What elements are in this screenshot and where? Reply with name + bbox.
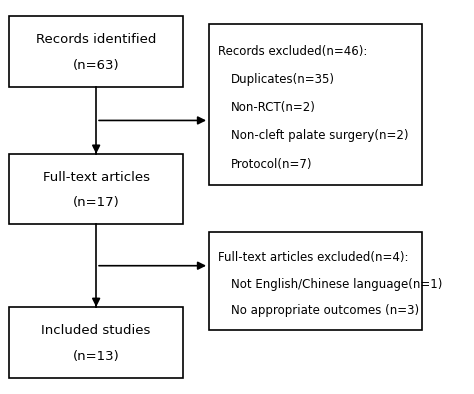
FancyBboxPatch shape <box>209 232 421 331</box>
Text: Not English/Chinese language(n=1): Not English/Chinese language(n=1) <box>231 277 442 290</box>
Text: (n=63): (n=63) <box>73 59 119 72</box>
Text: Full-text articles: Full-text articles <box>43 171 150 184</box>
Text: Non-RCT(n=2): Non-RCT(n=2) <box>231 101 316 114</box>
FancyBboxPatch shape <box>9 154 183 225</box>
Text: Non-cleft palate surgery(n=2): Non-cleft palate surgery(n=2) <box>231 129 408 142</box>
FancyBboxPatch shape <box>9 17 183 87</box>
Text: Full-text articles excluded(n=4):: Full-text articles excluded(n=4): <box>218 251 408 264</box>
Text: No appropriate outcomes (n=3): No appropriate outcomes (n=3) <box>231 304 419 317</box>
FancyBboxPatch shape <box>209 24 421 185</box>
Text: Included studies: Included studies <box>41 324 151 337</box>
Text: (n=17): (n=17) <box>73 196 119 209</box>
Text: Duplicates(n=35): Duplicates(n=35) <box>231 73 335 86</box>
Text: Records identified: Records identified <box>36 33 156 46</box>
FancyBboxPatch shape <box>9 307 183 377</box>
Text: Records excluded(n=46):: Records excluded(n=46): <box>218 45 367 58</box>
Text: (n=13): (n=13) <box>73 349 119 362</box>
Text: Protocol(n=7): Protocol(n=7) <box>231 158 312 171</box>
